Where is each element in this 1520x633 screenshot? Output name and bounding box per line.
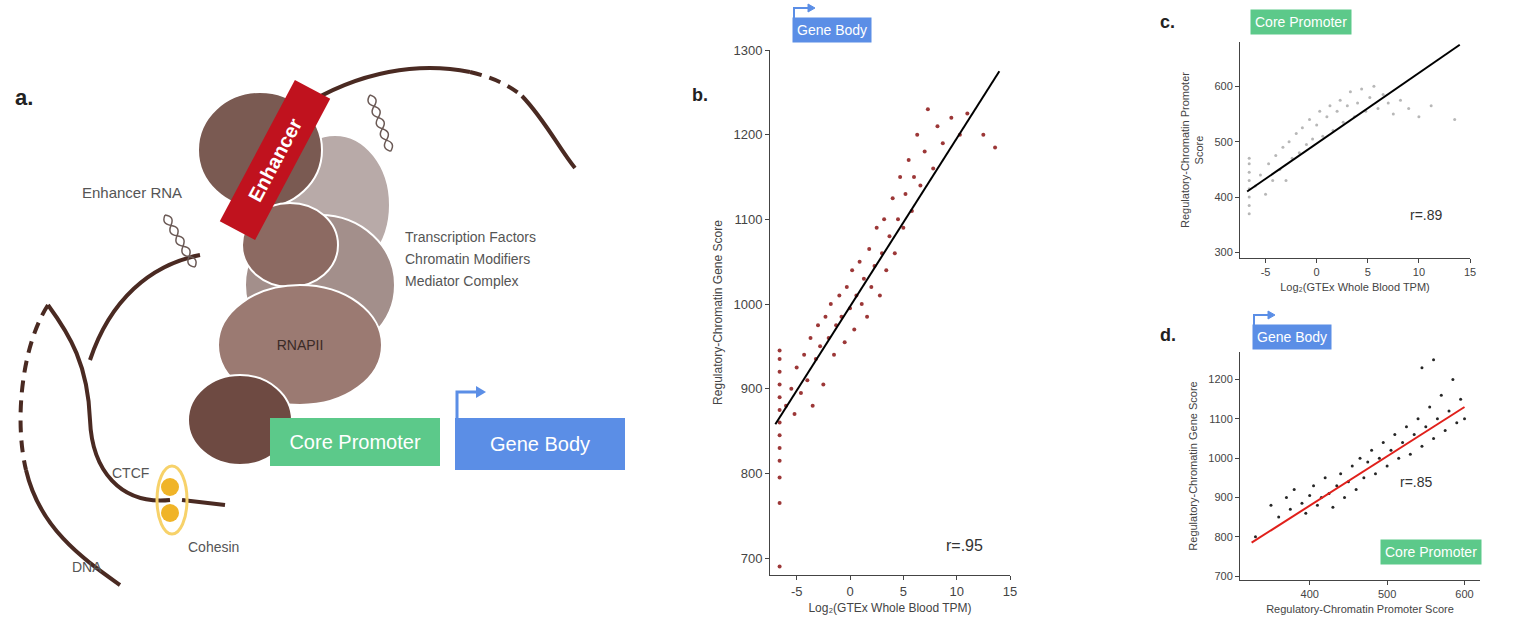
svg-text:400: 400 [1301, 588, 1319, 600]
svg-text:Mediator Complex: Mediator Complex [405, 273, 519, 289]
svg-text:Regulatory-Chromatin PromoterS: Regulatory-Chromatin PromoterScore [1179, 72, 1205, 228]
svg-text:600: 600 [1214, 80, 1232, 92]
svg-text:CTCF: CTCF [112, 465, 149, 481]
svg-text:Core Promoter: Core Promoter [1385, 544, 1477, 560]
svg-text:Log₂(GTEx Whole Blood TPM): Log₂(GTEx Whole Blood TPM) [808, 601, 971, 615]
svg-text:Cohesin: Cohesin [188, 539, 239, 555]
svg-text:0: 0 [1314, 266, 1320, 278]
svg-text:5: 5 [900, 584, 907, 599]
svg-text:700: 700 [741, 551, 763, 566]
svg-text:r=.95: r=.95 [946, 537, 983, 554]
svg-text:Enhancer: Enhancer [244, 114, 306, 205]
svg-text:Core Promoter: Core Promoter [289, 431, 420, 453]
svg-text:500: 500 [1214, 136, 1232, 148]
svg-text:a.: a. [15, 85, 33, 110]
svg-text:Gene Body: Gene Body [1257, 329, 1327, 345]
svg-text:900: 900 [741, 381, 763, 396]
svg-text:Regulatory-Chromatin Promoter: Regulatory-Chromatin Promoter Score [1266, 603, 1454, 615]
svg-text:1000: 1000 [1208, 452, 1232, 464]
svg-text:RNAPII: RNAPII [277, 337, 324, 353]
svg-text:Log₂(GTEx Whole Blood TPM): Log₂(GTEx Whole Blood TPM) [1280, 281, 1430, 293]
svg-text:1100: 1100 [1209, 413, 1233, 425]
svg-text:Gene Body: Gene Body [490, 433, 590, 455]
svg-text:Core Promoter: Core Promoter [1255, 14, 1347, 30]
svg-text:Chromatin Modifiers: Chromatin Modifiers [405, 251, 530, 267]
svg-text:10: 10 [1413, 266, 1425, 278]
svg-text:Regulatory-Chromatin Gene Scor: Regulatory-Chromatin Gene Score [1187, 381, 1199, 550]
svg-text:r=.89: r=.89 [1410, 207, 1443, 223]
svg-text:1100: 1100 [734, 212, 762, 227]
svg-text:900: 900 [1214, 491, 1232, 503]
svg-text:1300: 1300 [733, 43, 762, 58]
svg-text:800: 800 [741, 466, 763, 481]
svg-text:15: 15 [1464, 266, 1476, 278]
svg-text:800: 800 [1214, 531, 1232, 543]
svg-text:DNA: DNA [72, 559, 102, 575]
svg-text:15: 15 [1003, 584, 1017, 599]
svg-text:1200: 1200 [1208, 373, 1232, 385]
svg-text:0: 0 [846, 584, 853, 599]
svg-text:Regulatory-Chromatin Gene Scor: Regulatory-Chromatin Gene Score [711, 220, 725, 405]
svg-text:c.: c. [1160, 12, 1175, 32]
svg-text:1000: 1000 [733, 297, 762, 312]
svg-text:Enhancer RNA: Enhancer RNA [82, 184, 182, 201]
svg-text:d.: d. [1160, 325, 1176, 345]
svg-text:300: 300 [1214, 246, 1232, 258]
svg-text:500: 500 [1378, 588, 1396, 600]
svg-text:-5: -5 [1261, 266, 1271, 278]
svg-text:-5: -5 [791, 584, 803, 599]
svg-text:Transcription Factors: Transcription Factors [405, 229, 536, 245]
svg-text:600: 600 [1455, 588, 1473, 600]
svg-text:10: 10 [949, 584, 963, 599]
svg-text:1200: 1200 [733, 127, 762, 142]
svg-text:Gene Body: Gene Body [797, 22, 867, 38]
svg-text:400: 400 [1214, 191, 1232, 203]
svg-text:b.: b. [692, 85, 708, 105]
svg-text:700: 700 [1214, 570, 1232, 582]
svg-text:5: 5 [1365, 266, 1371, 278]
svg-text:r=.85: r=.85 [1400, 474, 1433, 490]
